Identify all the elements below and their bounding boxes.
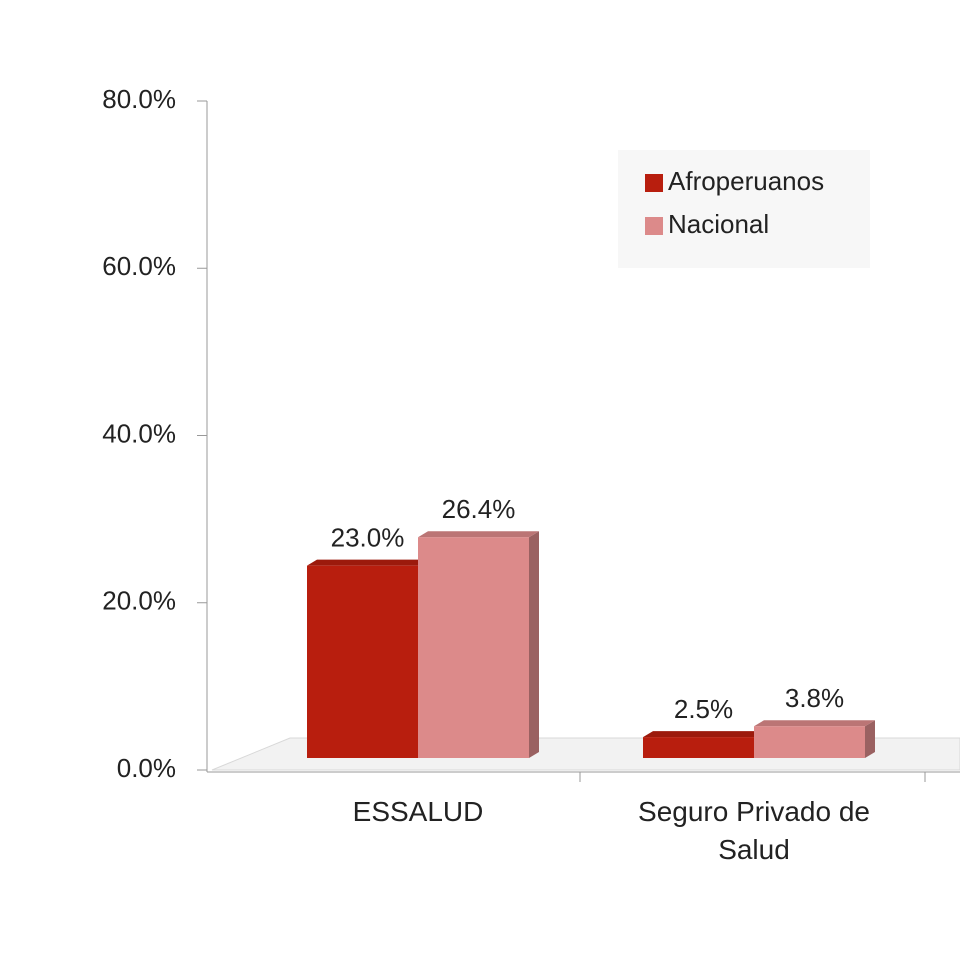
bar xyxy=(418,537,529,758)
bar xyxy=(643,737,754,758)
y-tick-label: 40.0% xyxy=(102,418,176,448)
y-tick-label: 60.0% xyxy=(102,251,176,281)
y-tick-label: 20.0% xyxy=(102,586,176,616)
y-tick-label: 0.0% xyxy=(117,753,176,783)
bar-side xyxy=(529,531,539,758)
value-label: 3.8% xyxy=(785,683,844,713)
legend-label: Afroperuanos xyxy=(668,166,824,196)
bar xyxy=(754,726,865,758)
bar xyxy=(307,565,418,758)
y-tick-label: 80.0% xyxy=(102,84,176,114)
x-tick-label: ESSALUD xyxy=(352,796,484,827)
legend-box xyxy=(618,150,870,268)
bar-top xyxy=(754,720,875,727)
legend-label: Nacional xyxy=(668,209,769,239)
bar-top xyxy=(307,559,428,566)
value-label: 2.5% xyxy=(674,694,733,724)
value-label: 26.4% xyxy=(442,494,516,524)
legend-swatch xyxy=(645,174,663,192)
bar-top xyxy=(643,731,764,738)
legend-swatch xyxy=(645,217,663,235)
x-tick-label: Seguro Privado de Salud xyxy=(638,796,870,865)
bar-side xyxy=(865,720,875,758)
value-label: 23.0% xyxy=(331,523,405,553)
bar-top xyxy=(418,531,539,538)
